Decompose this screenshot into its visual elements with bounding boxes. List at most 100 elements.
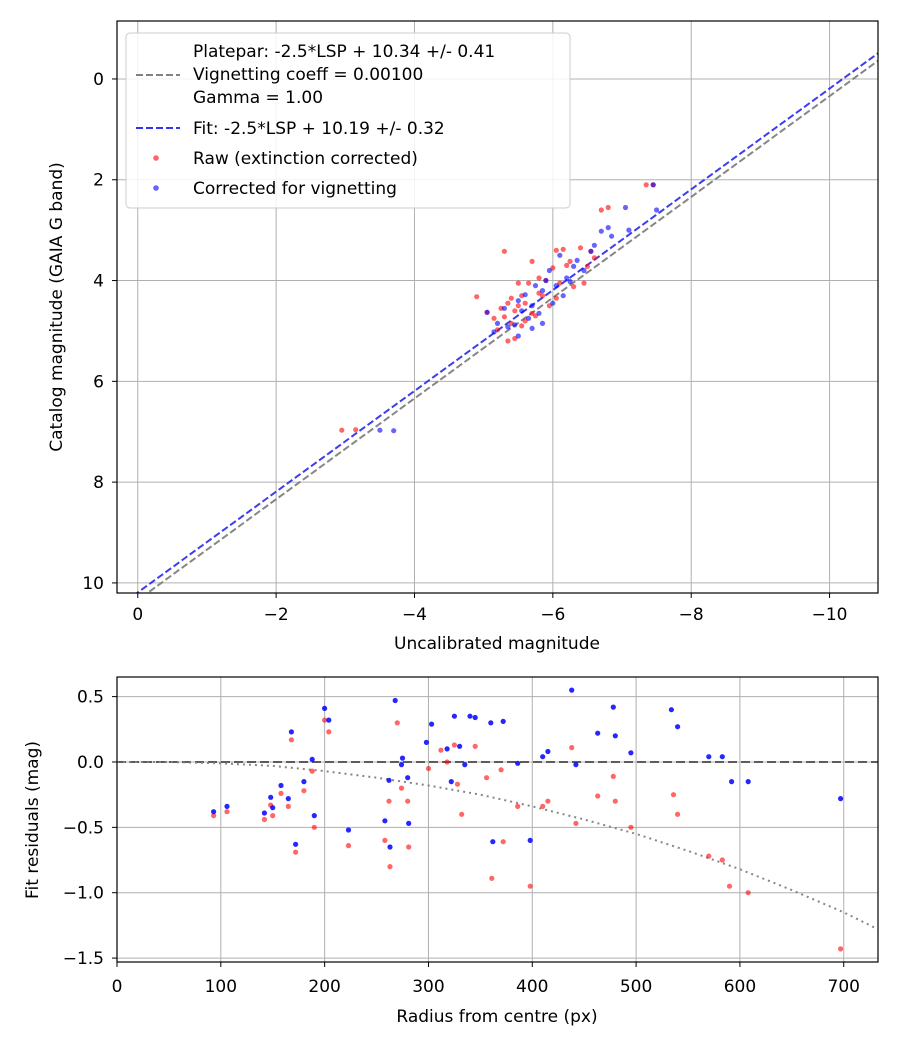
bottom-corrected-point	[423, 739, 429, 746]
bottom-raw-point	[425, 765, 432, 772]
bottom-raw-point	[500, 839, 506, 845]
top-y-tick-label: 0	[93, 70, 104, 90]
top-panel: 0 −2 −4 −6 −8 −10 0 2 4 6 8 10 Uncalibrated magnit…	[47, 20, 879, 654]
top-raw-point	[567, 258, 573, 264]
bottom-x-ticks: 0 100 200 300 400 500 600 700	[112, 962, 860, 997]
bottom-corrected-point	[293, 841, 299, 847]
bottom-corrected-point	[838, 796, 844, 802]
bottom-raw-point	[545, 798, 551, 804]
bottom-corrected-point	[515, 760, 521, 766]
top-raw-point	[591, 255, 598, 261]
top-y-tick-label: 6	[93, 372, 104, 392]
bottom-corrected-point	[719, 754, 725, 760]
top-corrected-point	[529, 303, 535, 309]
bottom-x-tick-label: 300	[412, 977, 444, 997]
top-x-tick-label: −10	[812, 605, 848, 625]
top-raw-point	[581, 280, 587, 286]
top-corrected-point	[539, 320, 546, 326]
bottom-x-axis-title: Radius from centre (px)	[396, 1007, 597, 1027]
top-raw-point	[529, 258, 535, 264]
top-corrected-point	[588, 248, 594, 254]
bottom-raw-point	[459, 811, 465, 817]
top-corrected-point	[526, 315, 532, 321]
legend-raw-label: Raw (extinction corrected)	[193, 149, 418, 169]
bottom-x-tick-label: 200	[308, 977, 340, 997]
bottom-corrected-point	[405, 775, 411, 781]
legend-platepar-label: Platepar: -2.5*LSP + 10.34 +/- 0.41	[193, 42, 495, 62]
bottom-corrected-point	[309, 756, 315, 763]
bottom-corrected-point	[573, 762, 579, 768]
bottom-corrected-point	[500, 718, 506, 725]
bottom-raw-point	[270, 813, 276, 819]
bottom-corrected-point	[472, 714, 478, 721]
bottom-raw-point	[285, 803, 291, 810]
bottom-raw-point	[719, 857, 725, 863]
bottom-corrected-point	[490, 839, 496, 845]
bottom-raw-point	[726, 883, 733, 889]
bottom-raw-point	[278, 790, 284, 797]
top-corrected-point	[654, 207, 660, 213]
top-corrected-point	[519, 308, 525, 314]
bottom-raw-point	[484, 775, 490, 781]
top-corrected-point	[522, 292, 528, 298]
top-corrected-point	[491, 329, 497, 335]
top-raw-point	[526, 280, 532, 286]
top-raw-point	[515, 303, 521, 309]
top-raw-point	[539, 293, 546, 299]
legend-box	[125, 32, 571, 209]
bottom-corrected-point	[278, 782, 284, 789]
top-corrected-point	[391, 428, 397, 434]
bottom-corrected-point	[322, 705, 328, 712]
top-raw-point	[577, 245, 584, 251]
top-platepar-line	[145, 59, 878, 593]
bottom-corrected-point	[467, 713, 473, 719]
bottom-raw-point	[472, 743, 478, 749]
bottom-corrected-point	[382, 818, 388, 824]
bottom-y-axis-title: Fit residuals (mag)	[23, 741, 43, 899]
top-corrected-point	[505, 324, 511, 330]
bottom-corrected-point	[268, 794, 274, 800]
bottom-raw-point	[675, 811, 681, 817]
top-corrected-point	[529, 325, 535, 331]
top-corrected-point	[494, 320, 501, 326]
top-corrected-point	[581, 267, 587, 274]
bottom-raw-point	[498, 767, 504, 773]
bottom-raw-point	[438, 747, 444, 753]
top-x-tick-label: −8	[679, 605, 704, 625]
top-raw-point	[605, 204, 611, 211]
bottom-corrected-point	[527, 837, 533, 844]
bottom-plot-area	[117, 687, 878, 952]
bottom-x-tick-label: 600	[724, 977, 756, 997]
bottom-axes-frame	[116, 676, 879, 963]
top-axes-frame	[116, 20, 879, 594]
top-corrected-point	[553, 283, 559, 289]
bottom-raw-point	[595, 793, 601, 799]
top-corrected-point	[557, 252, 563, 258]
bottom-raw-point	[838, 946, 844, 952]
bottom-corrected-point	[610, 704, 616, 710]
bottom-raw-point	[309, 768, 315, 774]
bottom-corrected-point	[224, 803, 230, 810]
bottom-corrected-point	[540, 754, 546, 760]
bottom-corrected-point	[444, 746, 450, 752]
top-plot-area	[135, 52, 878, 593]
bottom-raw-point	[301, 788, 307, 794]
top-x-tick-label: −6	[540, 605, 565, 625]
bottom-x-tick-label: 700	[828, 977, 860, 997]
bottom-corrected-point	[451, 713, 457, 719]
top-raw-point	[598, 207, 604, 213]
top-corrected-point	[622, 204, 629, 211]
bottom-raw-point	[454, 781, 461, 787]
top-corrected-point	[571, 263, 577, 269]
bottom-y-tick-label: 0.0	[77, 753, 104, 773]
bottom-corrected-point	[326, 717, 332, 723]
bottom-x-tick-label: 0	[112, 977, 123, 997]
legend-raw-marker	[153, 155, 159, 161]
bottom-raw-point	[527, 883, 533, 889]
bottom-raw-point	[382, 837, 388, 844]
top-raw-point	[553, 247, 559, 253]
bottom-raw-point	[628, 824, 634, 830]
top-raw-point	[491, 315, 497, 321]
bottom-vignetting-model-line	[117, 761, 878, 931]
bottom-corrected-point	[387, 844, 393, 850]
